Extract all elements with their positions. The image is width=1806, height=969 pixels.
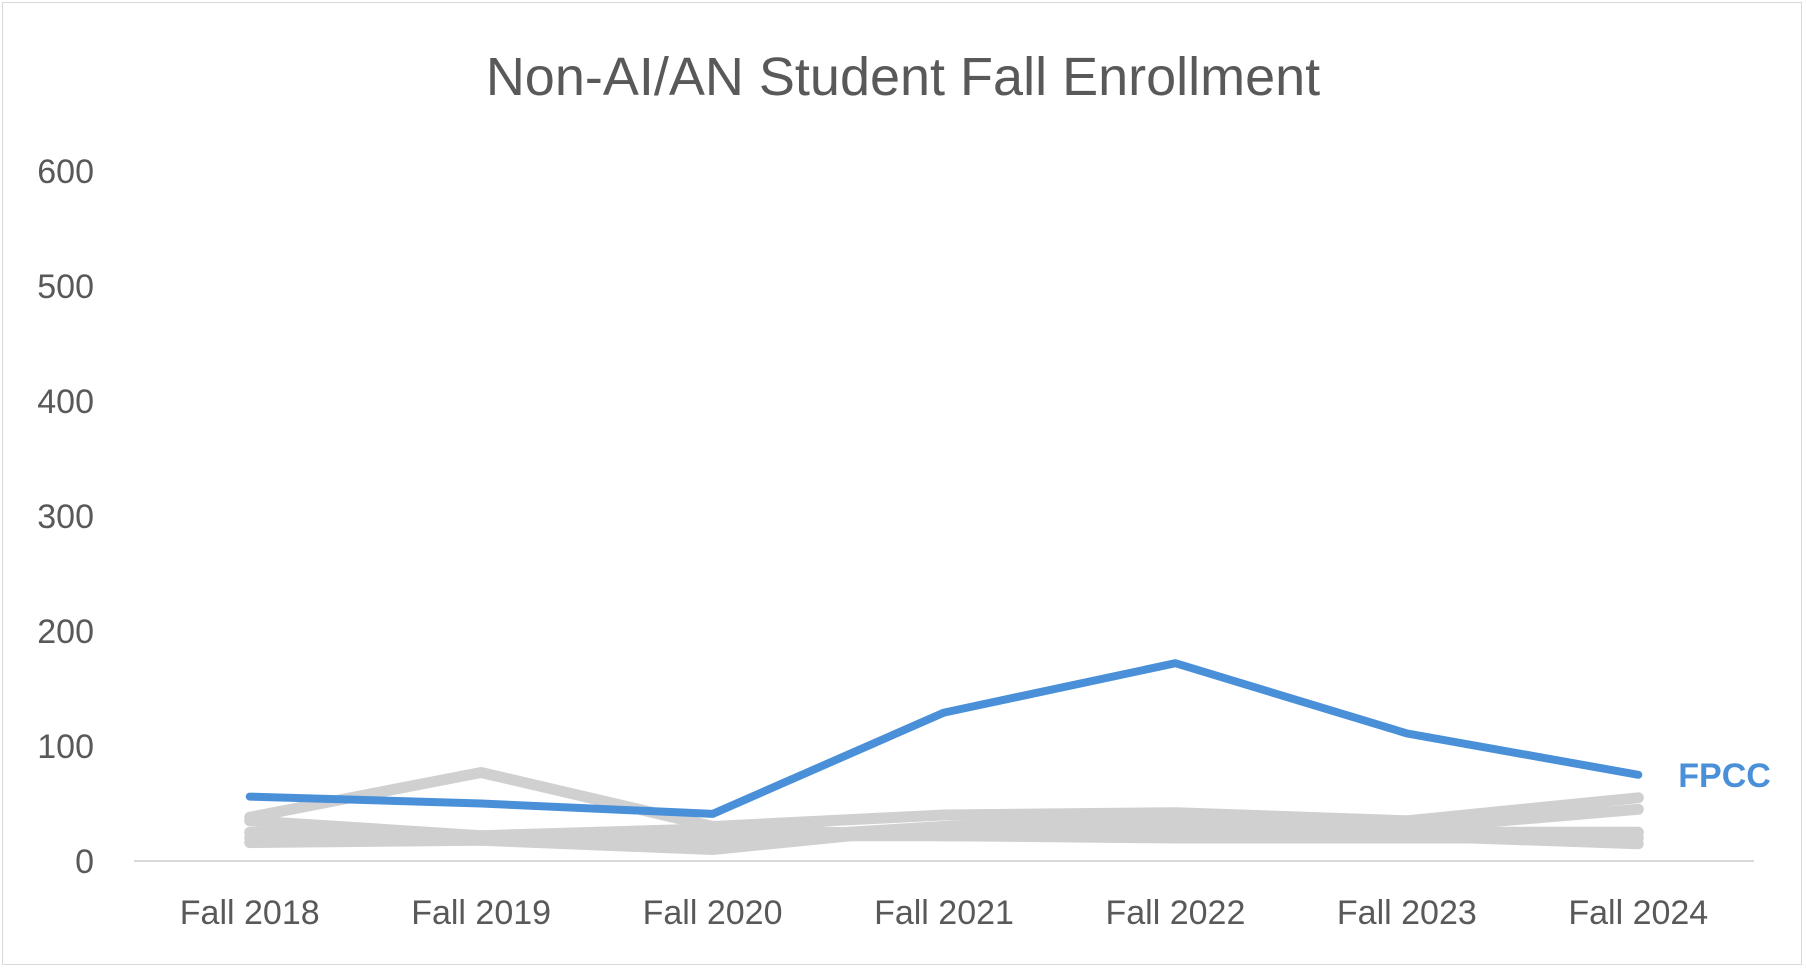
y-tick-label: 600	[37, 153, 94, 191]
y-tick-label: 300	[37, 498, 94, 536]
x-tick-label: Fall 2018	[180, 894, 320, 932]
x-tick-label: Fall 2021	[874, 894, 1014, 932]
chart-title: Non-AI/AN Student Fall Enrollment	[486, 47, 1320, 107]
series-line-muted	[244, 767, 1644, 832]
x-tick-label: Fall 2019	[411, 894, 551, 932]
x-tick-label: Fall 2020	[643, 894, 783, 932]
y-tick-label: 400	[37, 383, 94, 421]
x-tick-label: Fall 2024	[1568, 894, 1708, 932]
y-tick-label: 500	[37, 268, 94, 306]
x-tick-label: Fall 2022	[1105, 894, 1245, 932]
y-tick-label: 100	[37, 728, 94, 766]
x-axis-ticks: Fall 2018 Fall 2019 Fall 2020 Fall 2021 Fall…	[180, 894, 1708, 932]
series-group	[244, 659, 1644, 855]
y-axis-ticks: 0 100 200 300 400 500 600	[37, 153, 94, 881]
series-label: FPCC	[1678, 757, 1771, 795]
series-line-muted	[244, 823, 1644, 844]
x-tick-label: Fall 2023	[1337, 894, 1477, 932]
y-tick-label: 0	[75, 843, 94, 881]
y-tick-label: 200	[37, 613, 94, 651]
series-labels: FPCC	[1678, 757, 1771, 795]
series-line-highlight	[245, 659, 1643, 818]
